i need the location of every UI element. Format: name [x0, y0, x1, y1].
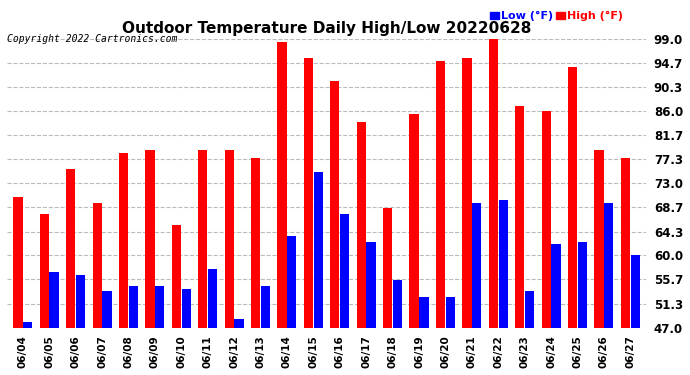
- Bar: [102, 291, 112, 327]
- Bar: [604, 202, 613, 327]
- Bar: [40, 214, 49, 327]
- Bar: [172, 225, 181, 327]
- Bar: [76, 275, 85, 327]
- Bar: [420, 297, 428, 327]
- Bar: [568, 67, 578, 327]
- Bar: [146, 150, 155, 327]
- Bar: [515, 105, 524, 327]
- Bar: [542, 111, 551, 327]
- Bar: [261, 286, 270, 327]
- Bar: [472, 202, 482, 327]
- Bar: [251, 158, 260, 327]
- Bar: [498, 200, 508, 327]
- Bar: [155, 286, 164, 327]
- Bar: [409, 114, 419, 327]
- Bar: [119, 153, 128, 327]
- Bar: [340, 214, 349, 327]
- Bar: [287, 236, 297, 327]
- Text: Copyright 2022 Cartronics.com: Copyright 2022 Cartronics.com: [7, 34, 177, 44]
- Bar: [631, 255, 640, 327]
- Bar: [357, 122, 366, 327]
- Title: Outdoor Temperature Daily High/Low 20220628: Outdoor Temperature Daily High/Low 20220…: [122, 21, 531, 36]
- Bar: [489, 36, 498, 327]
- Bar: [621, 158, 630, 327]
- Bar: [23, 322, 32, 327]
- Bar: [129, 286, 138, 327]
- Bar: [235, 319, 244, 327]
- Bar: [331, 81, 339, 327]
- Bar: [13, 197, 23, 327]
- Bar: [393, 280, 402, 327]
- Bar: [198, 150, 208, 327]
- Bar: [66, 170, 75, 327]
- Bar: [366, 242, 375, 327]
- Bar: [436, 61, 445, 327]
- Bar: [551, 244, 560, 327]
- Legend: Low (°F), High (°F): Low (°F), High (°F): [485, 7, 628, 26]
- Bar: [314, 172, 323, 327]
- Bar: [181, 289, 191, 327]
- Bar: [304, 58, 313, 327]
- Bar: [594, 150, 604, 327]
- Bar: [383, 208, 393, 327]
- Bar: [446, 297, 455, 327]
- Bar: [525, 291, 534, 327]
- Bar: [92, 202, 101, 327]
- Bar: [225, 150, 234, 327]
- Bar: [277, 42, 286, 327]
- Bar: [462, 58, 471, 327]
- Bar: [50, 272, 59, 327]
- Bar: [208, 269, 217, 327]
- Bar: [578, 242, 587, 327]
